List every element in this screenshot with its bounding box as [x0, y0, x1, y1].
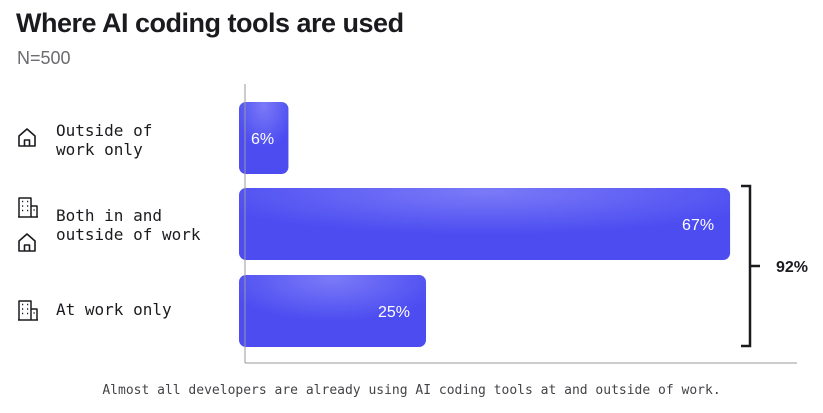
category-label: work only: [56, 140, 143, 159]
bracket: [741, 184, 760, 348]
chart-subtitle: N=500: [17, 48, 71, 68]
bar-value-label: 67%: [682, 217, 714, 234]
category-label: Outside of: [56, 121, 152, 140]
category-label: At work only: [56, 300, 172, 319]
category-label: Both in and: [56, 206, 162, 225]
bar-1: [239, 102, 289, 174]
bar-value-label: 6%: [251, 131, 274, 148]
building-icon: [18, 197, 38, 218]
house-icon: [18, 128, 36, 147]
bar-3: [239, 275, 426, 347]
bar-value-label: 25%: [378, 304, 410, 321]
house-icon: [18, 233, 36, 252]
building-icon: [18, 300, 38, 321]
chart-caption: Almost all developers are already using …: [102, 383, 721, 398]
chart-title: Where AI coding tools are used: [16, 8, 404, 38]
bar-2: [239, 188, 731, 260]
bracket-total-label: 92%: [776, 259, 808, 276]
category-label: outside of work: [56, 225, 201, 244]
